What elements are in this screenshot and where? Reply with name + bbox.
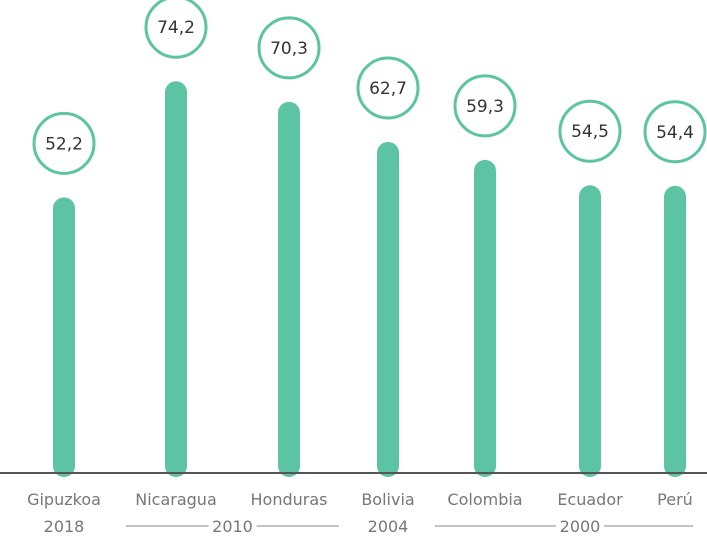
value-label: 54,5 bbox=[571, 122, 609, 142]
bar-ecuador bbox=[579, 185, 601, 478]
category-label: Gipuzkoa bbox=[27, 490, 101, 509]
category-label: Honduras bbox=[251, 490, 328, 509]
value-label: 62,7 bbox=[369, 79, 407, 99]
category-label: Nicaragua bbox=[135, 490, 217, 509]
bars-layer bbox=[53, 81, 686, 478]
bar-gipuzkoa bbox=[53, 197, 75, 477]
category-label: Perú bbox=[657, 490, 693, 509]
value-bubble bbox=[356, 56, 420, 120]
bar-perú bbox=[664, 185, 686, 477]
value-label: 59,3 bbox=[466, 97, 504, 117]
value-bubble bbox=[643, 100, 707, 164]
group-label: 2000 bbox=[560, 517, 601, 536]
bar-nicaragua bbox=[165, 81, 187, 477]
value-label: 74,2 bbox=[157, 18, 195, 38]
value-labels-layer: 52,2 74,2 70,3 62,7 59,3 54,5 54,4 bbox=[32, 0, 707, 175]
bar-bolivia bbox=[377, 141, 399, 477]
bar-honduras bbox=[278, 101, 300, 477]
group-label: 2004 bbox=[368, 517, 409, 536]
bar-colombia bbox=[474, 159, 496, 477]
category-label: Bolivia bbox=[361, 490, 414, 509]
value-bubble bbox=[32, 111, 96, 175]
value-bubble bbox=[257, 16, 321, 80]
group-label: 2018 bbox=[44, 517, 85, 536]
category-labels-layer: Gipuzkoa Nicaragua Honduras Bolivia Colombia… bbox=[27, 490, 693, 509]
value-bubble bbox=[453, 74, 517, 138]
category-label: Colombia bbox=[447, 490, 522, 509]
value-label: 70,3 bbox=[270, 39, 308, 59]
group-label: 2010 bbox=[212, 517, 253, 536]
value-bubble bbox=[558, 99, 622, 163]
value-label: 54,4 bbox=[656, 123, 694, 143]
category-label: Ecuador bbox=[557, 490, 623, 509]
value-bubble bbox=[144, 0, 208, 59]
group-labels-layer: 2018 2010 2004 2000 bbox=[44, 517, 693, 536]
value-label: 52,2 bbox=[45, 134, 83, 154]
